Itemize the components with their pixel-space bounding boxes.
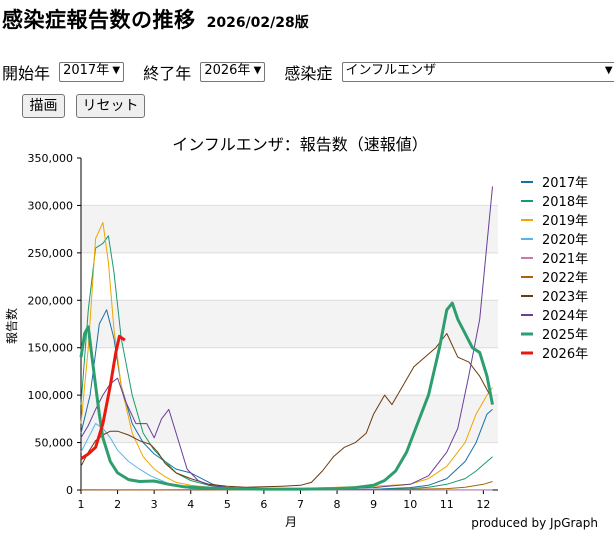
reset-button[interactable]: リセット (76, 94, 145, 118)
y-tick-label: 0 (66, 484, 73, 497)
legend-label: 2022年 (542, 271, 588, 286)
x-tick-label: 10 (403, 498, 417, 511)
chevron-down-icon: ▼ (112, 65, 121, 76)
credit-text: produced by JpGraph (471, 516, 598, 530)
disease-value: インフルエンザ (345, 63, 437, 78)
legend-label: 2021年 (542, 252, 588, 267)
x-tick-label: 1 (78, 498, 85, 511)
chart-title: インフルエンザ：報告数（速報値） (172, 135, 428, 154)
legend-label: 2019年 (542, 214, 588, 229)
legend-label: 2017年 (542, 176, 588, 191)
x-tick-label: 7 (297, 498, 304, 511)
x-tick-label: 6 (260, 498, 267, 511)
end-year-select[interactable]: 2026年 ▼ (200, 62, 266, 82)
x-tick-label: 4 (187, 498, 194, 511)
series-line-2019 (80, 222, 493, 490)
grid-band (81, 300, 498, 348)
legend-label: 2023年 (542, 290, 588, 305)
y-tick-label: 350,000 (28, 152, 74, 165)
y-tick-label: 200,000 (28, 294, 74, 307)
start-year-select[interactable]: 2017年 ▼ (59, 62, 125, 82)
disease-select[interactable]: インフルエンザ ▼ (341, 62, 614, 82)
y-tick-label: 100,000 (28, 389, 74, 402)
series-line-2026 (80, 334, 126, 460)
x-tick-label: 2 (114, 498, 121, 511)
series-line-2024 (80, 186, 493, 490)
grid-band (81, 205, 498, 253)
page-header: 感染症報告数の推移 2026/02/28版 (2, 4, 309, 34)
series-line-2018 (80, 235, 493, 490)
legend-label: 2018年 (542, 195, 588, 210)
start-year-value: 2017年 (63, 63, 110, 78)
x-tick-label: 3 (151, 498, 158, 511)
y-tick-label: 250,000 (28, 247, 74, 260)
page-title: 感染症報告数の推移 (2, 8, 196, 32)
x-tick-label: 11 (440, 498, 454, 511)
chevron-down-icon: ▼ (604, 65, 613, 76)
x-tick-label: 8 (334, 498, 341, 511)
x-tick-label: 12 (476, 498, 490, 511)
chevron-down-icon: ▼ (253, 65, 262, 76)
y-axis-label: 報告数 (4, 308, 19, 344)
grid-band (81, 395, 498, 443)
legend-label: 2026年 (542, 347, 588, 362)
filter-controls: 開始年 2017年 ▼ 終了年 2026年 ▼ 感染症 インフルエンザ ▼ (2, 60, 614, 84)
disease-label: 感染症 (284, 64, 333, 83)
end-year-value: 2026年 (204, 63, 251, 78)
legend-label: 2025年 (542, 328, 588, 343)
start-year-label: 開始年 (2, 64, 51, 83)
y-tick-label: 50,000 (35, 437, 74, 450)
y-tick-label: 300,000 (28, 199, 74, 212)
chart-legend: 2017年 2018年 2019年 2020年 2021年 2022年 2023年 2024年… (521, 176, 588, 362)
x-tick-label: 5 (224, 498, 231, 511)
end-year-label: 終了年 (143, 64, 192, 83)
legend-label: 2020年 (542, 233, 588, 248)
series-line-2017 (80, 309, 493, 490)
influenza-line-chart: 0 50,000 100,000 150,000 200,000 250,000 300,0… (4, 135, 598, 530)
legend-label: 2024年 (542, 309, 588, 324)
series-line-2023 (80, 333, 493, 488)
draw-button[interactable]: 描画 (22, 94, 65, 118)
x-tick-label: 9 (370, 498, 377, 511)
y-tick-label: 150,000 (28, 342, 74, 355)
x-axis-label: 月 (285, 515, 297, 529)
release-date: 2026/02/28版 (206, 15, 309, 31)
